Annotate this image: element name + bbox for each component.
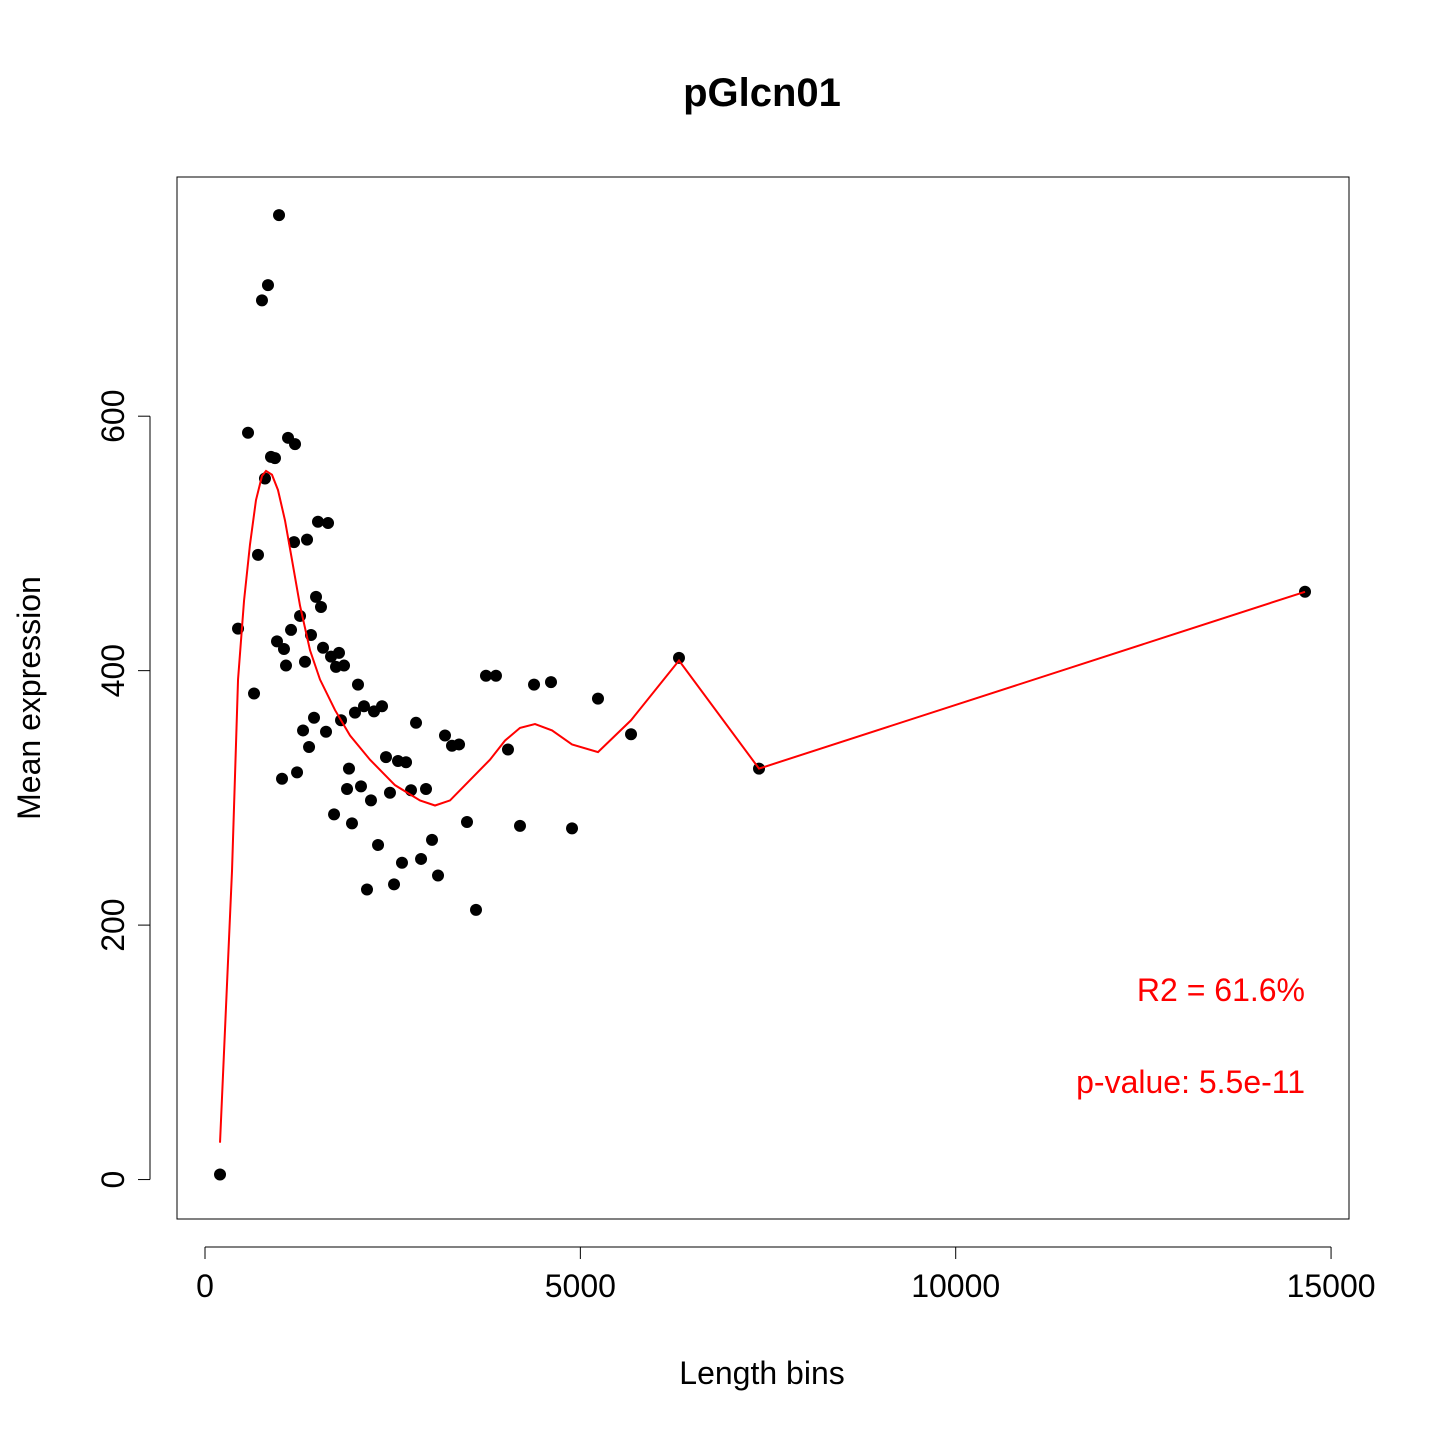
annotation: p-value: 5.5e-11 bbox=[1076, 1064, 1305, 1100]
point bbox=[625, 728, 638, 741]
point bbox=[395, 856, 408, 869]
point bbox=[248, 687, 261, 700]
point bbox=[277, 643, 290, 656]
point bbox=[288, 536, 301, 549]
point bbox=[297, 724, 310, 737]
annotation: R2 = 61.6% bbox=[1137, 972, 1305, 1008]
point bbox=[342, 762, 355, 775]
y-tick-label: 600 bbox=[95, 389, 131, 442]
point bbox=[439, 729, 452, 742]
point bbox=[376, 700, 389, 713]
point bbox=[426, 833, 439, 846]
point bbox=[310, 590, 323, 603]
fit-line bbox=[219, 469, 1306, 1143]
y-tick-label: 200 bbox=[95, 898, 131, 951]
point bbox=[489, 669, 502, 682]
point bbox=[364, 794, 377, 807]
point bbox=[415, 852, 428, 865]
point bbox=[242, 426, 255, 439]
y-axis-label: Mean expression bbox=[11, 576, 47, 820]
point bbox=[453, 738, 466, 751]
point bbox=[317, 641, 330, 654]
point bbox=[545, 676, 558, 689]
point bbox=[285, 623, 298, 636]
point bbox=[289, 438, 302, 451]
point bbox=[591, 692, 604, 705]
point bbox=[358, 700, 371, 713]
point bbox=[432, 869, 445, 882]
point bbox=[361, 883, 374, 896]
x-tick-label: 5000 bbox=[545, 1268, 616, 1304]
point bbox=[308, 711, 321, 724]
point bbox=[328, 808, 341, 821]
x-tick-label: 15000 bbox=[1287, 1268, 1376, 1304]
point bbox=[372, 838, 385, 851]
point bbox=[410, 716, 423, 729]
point bbox=[261, 279, 274, 292]
point bbox=[388, 878, 401, 891]
point bbox=[351, 678, 364, 691]
point bbox=[301, 533, 314, 546]
point bbox=[341, 782, 354, 795]
point bbox=[383, 786, 396, 799]
point bbox=[566, 822, 579, 835]
chart-title: pGlcn01 bbox=[683, 71, 841, 115]
point bbox=[276, 772, 289, 785]
point bbox=[348, 706, 361, 719]
point bbox=[280, 659, 293, 672]
point bbox=[214, 1168, 227, 1181]
x-axis-label: Length bins bbox=[679, 1355, 844, 1391]
point bbox=[268, 452, 281, 465]
point bbox=[513, 819, 526, 832]
point bbox=[400, 756, 413, 769]
point bbox=[311, 515, 324, 528]
point bbox=[528, 678, 541, 691]
x-tick-label: 0 bbox=[196, 1268, 214, 1304]
plot-box bbox=[176, 176, 1350, 1220]
point bbox=[333, 646, 346, 659]
point bbox=[354, 780, 367, 793]
point bbox=[672, 651, 685, 664]
point bbox=[479, 669, 492, 682]
point bbox=[470, 903, 483, 916]
point bbox=[501, 743, 514, 756]
y-tick-label: 0 bbox=[95, 1171, 131, 1189]
point bbox=[303, 740, 316, 753]
point bbox=[255, 294, 268, 307]
point bbox=[314, 601, 327, 614]
point bbox=[322, 517, 335, 530]
point bbox=[420, 782, 433, 795]
y-tick-label: 400 bbox=[95, 644, 131, 697]
point bbox=[320, 725, 333, 738]
point bbox=[273, 209, 286, 222]
point bbox=[291, 766, 304, 779]
point bbox=[379, 751, 392, 764]
point bbox=[460, 816, 473, 829]
x-tick-label: 10000 bbox=[911, 1268, 1000, 1304]
point bbox=[345, 817, 358, 830]
point bbox=[270, 635, 283, 648]
point bbox=[252, 548, 265, 561]
point bbox=[298, 655, 311, 668]
point bbox=[338, 659, 351, 672]
